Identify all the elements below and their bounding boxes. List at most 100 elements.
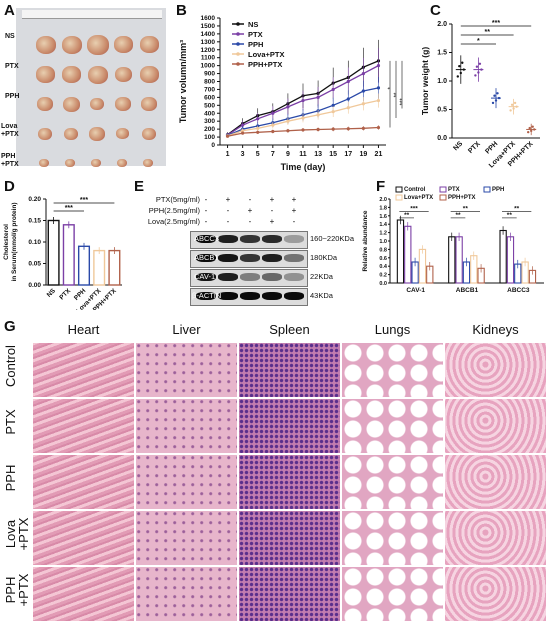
data-point <box>331 110 335 114</box>
y-tick-label: 1100 <box>201 55 215 62</box>
histology-image <box>32 510 135 566</box>
y-axis-label: Relative abundance <box>362 210 369 271</box>
tumor-volume-chart: 0100200300400500600700800900100011001200… <box>178 15 406 172</box>
histology-image <box>444 566 547 622</box>
legend-swatch <box>483 186 491 193</box>
cholesterol-chart: 0.00 0.05 0.10 0.15 0.20 Cholesterol in Serum(… <box>3 196 122 310</box>
x-tick-label: 7 <box>271 151 275 158</box>
y-axis-label: in Serum(mmol/g protein) <box>11 202 18 281</box>
organ-label: Liver <box>172 322 201 337</box>
tumor-sample <box>114 66 133 82</box>
x-tick-label: NS <box>46 287 58 299</box>
bar <box>499 229 507 284</box>
legend-swatch <box>439 186 447 193</box>
organ-label: Lungs <box>374 322 411 337</box>
histology-image <box>341 510 444 566</box>
significance-label: ** <box>463 206 469 213</box>
significance-label: ** <box>404 212 410 219</box>
tumor-row-label: Lova +PTX <box>1 123 19 138</box>
x-tick-label: 5 <box>256 151 260 158</box>
data-point <box>480 68 483 71</box>
y-tick-label: 1400 <box>201 31 216 38</box>
y-tick-label: 0.20 <box>28 196 41 203</box>
data-point <box>241 123 245 127</box>
data-point <box>271 111 275 115</box>
treatment-sign: - <box>270 206 274 215</box>
tumor-sample <box>114 36 134 53</box>
y-axis-label: Tumor volumn/mm³ <box>178 40 188 123</box>
treatment-sign: - <box>204 206 208 215</box>
legend-marker <box>236 42 240 46</box>
data-point <box>301 116 305 120</box>
y-axis-label: Tumor weight (g) <box>420 47 430 115</box>
panel-d-label: D <box>4 178 15 195</box>
tumor-sample <box>37 127 52 141</box>
western-blot: PTX(5mg/ml) - + - + + PPH(2.5mg/ml) - - + - + Lova(2… <box>130 195 360 315</box>
panel-a-label: A <box>4 2 15 19</box>
group-label: PPH <box>3 464 18 492</box>
treatment-sign: - <box>226 217 230 226</box>
treatment-label: Lova(2.5mg/ml) <box>147 217 200 226</box>
data-point <box>493 94 496 97</box>
band-name: ABCB1 <box>194 253 219 262</box>
significance-label: *** <box>80 197 88 204</box>
y-tick-label: 100 <box>204 134 215 141</box>
data-point <box>301 98 305 103</box>
data-point <box>346 127 350 131</box>
treatment-sign: - <box>204 217 208 226</box>
legend-swatch <box>395 194 403 201</box>
legend-swatch <box>395 186 403 193</box>
y-tick-label: 0.2 <box>379 273 387 279</box>
band-size: 43KDa <box>310 291 333 300</box>
legend-label: PTX <box>248 30 263 39</box>
data-point <box>509 109 512 112</box>
data-point <box>376 64 381 68</box>
blot-band <box>240 254 260 262</box>
bar <box>62 224 75 286</box>
band-name: CAV-1 <box>194 272 216 281</box>
y-tick-label: 0.0 <box>437 135 447 142</box>
x-tick-label: 9 <box>286 151 290 158</box>
y-tick-label: 0.0 <box>379 281 387 287</box>
band-name: ABCC3 <box>194 234 220 243</box>
y-tick-label: 500 <box>204 102 215 109</box>
band-size: 180KDa <box>310 253 338 262</box>
tumor-sample <box>62 96 81 112</box>
tumor-row-label: NS <box>5 33 15 40</box>
blot-band <box>262 273 282 281</box>
histology-image <box>444 398 547 454</box>
data-point <box>462 68 465 71</box>
data-point <box>256 126 260 130</box>
treatment-sign: - <box>204 195 208 204</box>
data-point <box>477 71 480 74</box>
tumor-sample <box>140 36 160 53</box>
significance-label: ** <box>514 206 520 213</box>
bar <box>93 249 106 286</box>
y-tick-label: 1.4 <box>379 222 388 228</box>
significance-label: *** <box>65 205 73 212</box>
y-tick-label: 2.0 <box>437 21 447 28</box>
treatment-sign: - <box>248 195 252 204</box>
data-point <box>474 74 477 77</box>
histology-image <box>238 510 341 566</box>
legend-marker <box>236 52 240 56</box>
treatment-sign: + <box>291 206 297 215</box>
data-point <box>515 105 518 108</box>
tumor-sample <box>89 127 105 141</box>
x-tick-label: 13 <box>314 151 322 158</box>
ruler <box>22 10 162 19</box>
y-tick-label: 1000 <box>201 63 216 70</box>
significance-label: ** <box>394 92 400 97</box>
tumor-sample <box>91 159 101 168</box>
y-tick-label: 1.0 <box>437 78 447 85</box>
tumor-sample <box>37 97 53 111</box>
data-point <box>512 107 515 110</box>
histology-image <box>238 342 341 398</box>
group-label: PTX <box>3 409 18 435</box>
x-tick-label: PPH <box>484 140 499 155</box>
significance-label: *** <box>492 20 500 27</box>
tumor-sample <box>62 66 82 83</box>
bar <box>77 245 91 286</box>
histology-image <box>135 566 238 622</box>
